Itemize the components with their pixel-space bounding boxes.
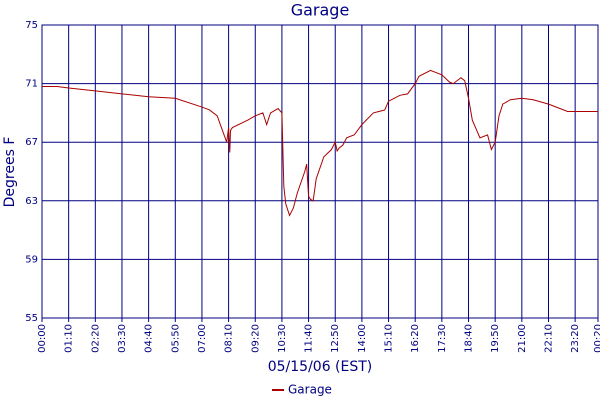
x-tick-label: 23:20	[570, 324, 581, 353]
y-tick-label: 67	[25, 137, 38, 148]
x-tick-label: 21:00	[517, 324, 528, 353]
x-tick-label: 03:30	[117, 324, 128, 353]
y-tick-label: 75	[25, 20, 38, 31]
x-tick-label: 09:20	[250, 324, 261, 353]
x-tick-label: 16:20	[410, 324, 421, 353]
x-tick-label: 00:00	[37, 324, 48, 353]
legend-label: Garage	[288, 383, 332, 397]
x-tick-label: 00:20	[593, 324, 600, 353]
x-tick-label: 19:50	[490, 324, 501, 353]
x-tick-label: 05:50	[170, 324, 181, 353]
x-tick-label: 04:40	[144, 324, 155, 353]
x-tick-label: 14:00	[357, 324, 368, 353]
x-axis-label: 05/15/06 (EST)	[268, 359, 373, 375]
x-tick-label: 11:40	[304, 324, 315, 353]
x-tick-label: 10:30	[277, 324, 288, 353]
y-tick-label: 71	[25, 79, 38, 90]
y-tick-label: 55	[25, 313, 38, 324]
chart-title: Garage	[291, 1, 350, 20]
y-tick-label: 63	[25, 196, 38, 207]
x-tick-label: 18:40	[464, 324, 475, 353]
y-axis-label: Degrees F	[2, 137, 18, 208]
x-tick-label: 07:00	[197, 324, 208, 353]
y-tick-label: 59	[25, 254, 38, 265]
plot-area	[41, 24, 599, 319]
x-tick-label: 15:10	[384, 324, 395, 353]
x-tick-label: 17:30	[437, 324, 448, 353]
x-tick-label: 22:10	[543, 324, 554, 353]
data-line	[42, 69, 598, 217]
x-tick-label: 02:20	[90, 324, 101, 353]
x-tick-label: 12:50	[330, 324, 341, 353]
x-tick-label: 01:10	[64, 324, 75, 353]
x-tick-label: 08:10	[224, 324, 235, 353]
